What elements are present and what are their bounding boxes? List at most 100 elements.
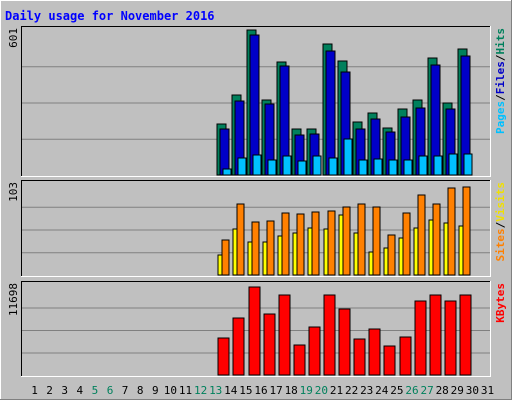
bar-kbytes-day-14 xyxy=(217,337,230,376)
bar-kbytes-day-29 xyxy=(444,300,457,376)
bar-files-day-14 xyxy=(219,128,230,176)
bar-sites-day-29 xyxy=(447,187,456,276)
bar-pages-day-27 xyxy=(418,155,428,176)
day-label-21: 21 xyxy=(330,384,343,397)
bar-pages-day-14 xyxy=(222,168,232,176)
bar-sites-day-25 xyxy=(387,234,396,276)
bar-sites-day-21 xyxy=(327,210,336,276)
day-label-25: 25 xyxy=(390,384,403,397)
bar-kbytes-day-17 xyxy=(263,313,276,376)
bar-sites-day-18 xyxy=(281,212,290,276)
panel-visits-ymax-label: 103 xyxy=(7,182,20,202)
day-label-24: 24 xyxy=(375,384,389,397)
bar-kbytes-day-19 xyxy=(293,344,306,376)
chart-title: Daily usage for November 2016 xyxy=(5,9,215,23)
day-label-14: 14 xyxy=(224,384,238,397)
bar-pages-day-20 xyxy=(312,155,322,176)
day-label-12: 12 xyxy=(194,384,207,397)
x-axis-day-labels: 1 2 3 4 5 6 7 8 9 10 11 12 13 14 15 16 17 18 19 20 21 22 23 24 2… xyxy=(31,384,494,397)
bar-sites-day-27 xyxy=(417,194,426,276)
bar-kbytes-day-23 xyxy=(353,338,366,376)
bar-sites-day-30 xyxy=(462,186,471,276)
day-label-6: 6 xyxy=(107,384,114,397)
day-label-4: 4 xyxy=(76,384,83,397)
legend-: / xyxy=(494,221,507,228)
bar-pages-day-17 xyxy=(267,159,277,176)
bar-kbytes-day-26 xyxy=(399,336,412,376)
day-label-26: 26 xyxy=(405,384,418,397)
panel-visits-legend: Sites/Visits xyxy=(494,182,507,262)
day-label-17: 17 xyxy=(269,384,282,397)
day-label-5: 5 xyxy=(92,384,99,397)
day-label-28: 28 xyxy=(436,384,449,397)
panel-visits: 103 Sites/Visits xyxy=(7,180,507,277)
legend-files: Files xyxy=(494,61,507,94)
bar-sites-day-24 xyxy=(372,206,381,276)
bar-kbytes-day-20 xyxy=(308,326,321,376)
day-label-16: 16 xyxy=(254,384,267,397)
bar-sites-day-28 xyxy=(432,203,441,276)
day-label-8: 8 xyxy=(137,384,144,397)
bar-sites-day-14 xyxy=(221,239,230,276)
bar-kbytes-day-30 xyxy=(459,294,472,376)
bar-kbytes-day-27 xyxy=(414,300,427,376)
day-label-29: 29 xyxy=(451,384,464,397)
bar-kbytes-day-21 xyxy=(323,294,336,376)
bar-sites-day-23 xyxy=(357,203,366,276)
legend-hits: Hits xyxy=(494,28,507,55)
legend-sites: Sites xyxy=(494,228,507,261)
day-label-1: 1 xyxy=(31,384,38,397)
bar-pages-day-22 xyxy=(343,138,353,176)
day-label-19: 19 xyxy=(300,384,313,397)
bar-sites-day-15 xyxy=(236,203,245,276)
panel-hits-ymax-label: 601 xyxy=(7,28,20,48)
bar-kbytes-day-16 xyxy=(248,286,261,376)
day-label-31: 31 xyxy=(481,384,494,397)
bar-kbytes-day-22 xyxy=(338,308,351,376)
day-label-13: 13 xyxy=(209,384,222,397)
day-label-22: 22 xyxy=(345,384,358,397)
day-label-20: 20 xyxy=(315,384,328,397)
day-label-3: 3 xyxy=(61,384,68,397)
bar-pages-day-28 xyxy=(433,155,443,176)
bar-sites-day-26 xyxy=(402,212,411,276)
bar-pages-day-23 xyxy=(358,159,368,176)
bar-pages-day-16 xyxy=(252,154,262,176)
bar-pages-day-29 xyxy=(448,153,458,176)
bar-pages-day-24 xyxy=(373,158,383,176)
legend-: / xyxy=(494,54,507,61)
legend-: / xyxy=(494,94,507,101)
legend-kbytes: KBytes xyxy=(494,283,507,323)
day-label-2: 2 xyxy=(46,384,53,397)
day-label-23: 23 xyxy=(360,384,373,397)
panel-hits-legend: Pages/Files/Hits xyxy=(494,28,507,134)
bar-sites-day-20 xyxy=(311,211,320,276)
day-label-27: 27 xyxy=(420,384,433,397)
bar-kbytes-day-15 xyxy=(232,317,245,376)
bar-pages-day-18 xyxy=(282,155,292,176)
day-label-10: 10 xyxy=(164,384,177,397)
bar-files-day-21 xyxy=(325,50,336,176)
bar-pages-day-15 xyxy=(237,157,247,176)
bar-kbytes-day-18 xyxy=(278,294,291,376)
bar-pages-day-19 xyxy=(297,160,307,176)
panel-kbytes-legend: KBytes xyxy=(494,283,507,323)
day-label-30: 30 xyxy=(466,384,479,397)
panel-kbytes: 11698 KBytes xyxy=(7,281,507,377)
bar-kbytes-day-25 xyxy=(383,345,396,376)
day-label-18: 18 xyxy=(285,384,298,397)
bar-kbytes-day-24 xyxy=(368,328,381,376)
bar-pages-day-21 xyxy=(328,157,338,176)
day-label-7: 7 xyxy=(122,384,129,397)
bar-files-day-16 xyxy=(249,34,260,176)
bar-pages-day-30 xyxy=(463,153,473,176)
panel-hits: 601 Pages/Files/Hits xyxy=(7,26,507,177)
legend-visits: Visits xyxy=(494,182,507,222)
bar-sites-day-17 xyxy=(266,220,275,276)
panel-kbytes-ymax-label: 11698 xyxy=(7,283,20,316)
bar-kbytes-day-28 xyxy=(429,294,442,376)
day-label-15: 15 xyxy=(239,384,252,397)
day-label-11: 11 xyxy=(179,384,192,397)
